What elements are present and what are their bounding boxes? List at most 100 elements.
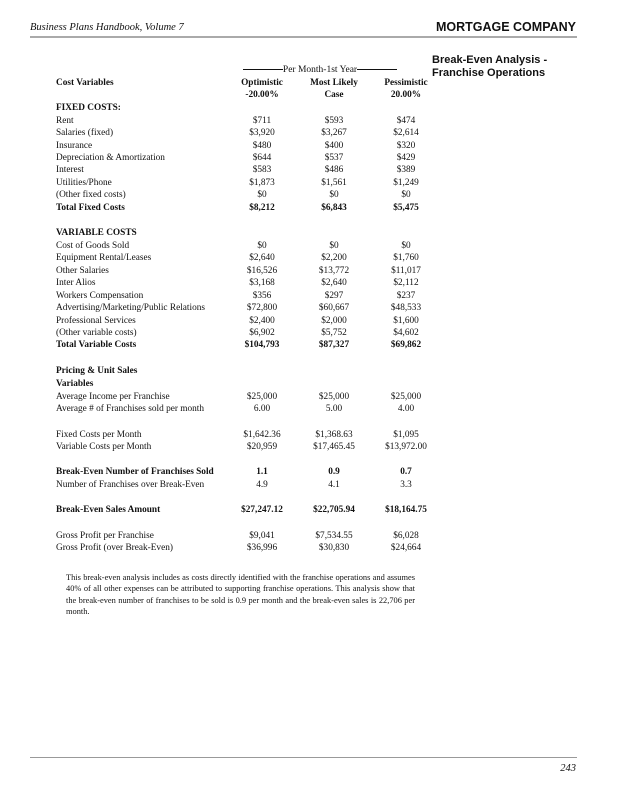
row-value: $1,368.63: [315, 429, 353, 440]
row-value: $0: [329, 241, 339, 252]
row-value: $429: [396, 153, 416, 164]
row-value: $8,212: [249, 202, 275, 213]
row-value: $2,000: [321, 315, 347, 326]
section-title: FIXED COSTS:: [56, 102, 121, 113]
row-value: $3,920: [249, 128, 275, 139]
blank-cell: [56, 517, 226, 530]
per-month-label: Per Month-1st Year: [230, 65, 410, 75]
table-row: Inter Alios $3,168 $2,640 $2,112: [56, 277, 442, 289]
column-head: Optimistic: [241, 78, 283, 88]
row-label: Other Salaries: [56, 265, 109, 276]
blank-cell: [56, 491, 226, 504]
company-title: MORTGAGE COMPANY: [435, 20, 576, 34]
column-subheader-row: -20.00% Case 20.00%: [56, 89, 442, 101]
row-value: $583: [252, 165, 272, 176]
table-row: Break-Even Number of Franchises Sold 1.1 0…: [56, 466, 442, 478]
row-value: $20,959: [246, 441, 278, 452]
table-row: Gross Profit (over Break-Even) $36,996 $30…: [56, 542, 442, 554]
table-row: Total Variable Costs $104,793 $87,327 $69,8…: [56, 339, 442, 351]
row-label: Workers Compensation: [56, 290, 144, 301]
row-value: $60,667: [318, 303, 350, 314]
row-value: $27,247.12: [241, 505, 283, 516]
row-value: $24,664: [390, 542, 422, 553]
per-month-text: Per Month-1st Year: [282, 65, 358, 75]
row-value: $25,000: [246, 391, 278, 402]
table-row: Salaries (fixed) $3,920 $3,267 $2,614: [56, 127, 442, 139]
header-rule: [30, 36, 577, 38]
row-value: $2,640: [249, 253, 275, 264]
row-value: 0.9: [328, 467, 340, 478]
table-row: Cost of Goods Sold $0 $0 $0: [56, 240, 442, 252]
row-label: Fixed Costs per Month: [56, 429, 142, 440]
row-label: Advertising/Marketing/Public Relations: [56, 303, 205, 314]
row-value: 0.7: [400, 467, 412, 478]
table-row: Gross Profit per Franchise $9,041 $7,534.5…: [56, 530, 442, 542]
row-value: $30,830: [318, 542, 350, 553]
row-value: $480: [252, 140, 272, 151]
section-title-row: Variables: [56, 378, 442, 391]
row-value: $1,095: [393, 429, 419, 440]
table-row: Workers Compensation $356 $297 $237: [56, 290, 442, 302]
row-value: $2,640: [321, 278, 347, 289]
row-value: $5,752: [321, 327, 347, 338]
row-value: 4.00: [397, 404, 415, 415]
row-value: $6,028: [393, 530, 419, 541]
row-value: $537: [324, 153, 344, 164]
row-value: $0: [401, 190, 411, 201]
column-header-row: Cost Variables Optimistic Most Likely Pessi…: [56, 77, 442, 89]
row-value: $69,862: [390, 340, 422, 351]
row-value: $6,902: [249, 327, 275, 338]
row-value: $356: [252, 290, 272, 301]
row-value: $1,873: [249, 177, 275, 188]
row-value: $320: [396, 140, 416, 151]
table-row: Advertising/Marketing/Public Relations $7…: [56, 302, 442, 314]
spacer-row: [56, 491, 442, 504]
column-head: Pessimistic: [384, 78, 428, 88]
table-row: Depreciation & Amortization $644 $537 $429: [56, 152, 442, 164]
spacer-row: [56, 352, 442, 365]
table-row: Other Salaries $16,526 $13,772 $11,017: [56, 265, 442, 277]
blank-cell: [56, 352, 226, 365]
row-label: Cost of Goods Sold: [56, 241, 130, 252]
table-row: Professional Services $2,400 $2,000 $1,600: [56, 315, 442, 327]
row-label: Total Variable Costs: [56, 340, 137, 351]
blank-cell: [56, 453, 226, 466]
row-label: Utilities/Phone: [56, 177, 112, 188]
row-label: Interest: [56, 165, 84, 176]
column-head: Most Likely: [310, 78, 358, 88]
page-number: 243: [560, 763, 576, 774]
row-value: $4,602: [393, 327, 419, 338]
side-heading: Break-Even Analysis - Franchise Operatio…: [432, 54, 548, 79]
row-value: $1,760: [393, 253, 419, 264]
row-value: $711: [252, 115, 272, 126]
row-value: $0: [401, 241, 411, 252]
table-row: Utilities/Phone $1,873 $1,561 $1,249: [56, 177, 442, 189]
row-value: $0: [257, 241, 267, 252]
spacer-row: [56, 453, 442, 466]
table-row: Interest $583 $486 $389: [56, 164, 442, 176]
row-value: $13,972.00: [385, 441, 427, 452]
row-value: $389: [396, 165, 416, 176]
footer-rule: [30, 757, 577, 758]
section-title-row: FIXED COSTS:: [56, 102, 442, 115]
row-value: $17,465.45: [313, 441, 355, 452]
section-title-row: VARIABLE COSTS: [56, 227, 442, 240]
row-value: 5.00: [325, 404, 343, 415]
row-value: $72,800: [246, 303, 278, 314]
row-value: $25,000: [390, 391, 422, 402]
table-row: Variable Costs per Month $20,959 $17,465.4…: [56, 441, 442, 453]
row-label: Number of Franchises over Break-Even: [56, 479, 205, 490]
row-label: Inter Alios: [56, 278, 96, 289]
column-label: Cost Variables: [56, 78, 114, 88]
row-value: $36,996: [246, 542, 278, 553]
row-value: $9,041: [249, 530, 275, 541]
row-value: $3,168: [249, 278, 275, 289]
row-value: $2,200: [321, 253, 347, 264]
row-value: $13,772: [318, 265, 350, 276]
break-even-table: Cost Variables Optimistic Most Likely Pessi…: [56, 77, 442, 554]
row-value: $474: [396, 115, 416, 126]
table-row: Rent $711 $593 $474: [56, 115, 442, 127]
section-title: Pricing & Unit Sales: [56, 365, 138, 376]
section-title-row: Pricing & Unit Sales: [56, 365, 442, 378]
spacer-row: [56, 517, 442, 530]
